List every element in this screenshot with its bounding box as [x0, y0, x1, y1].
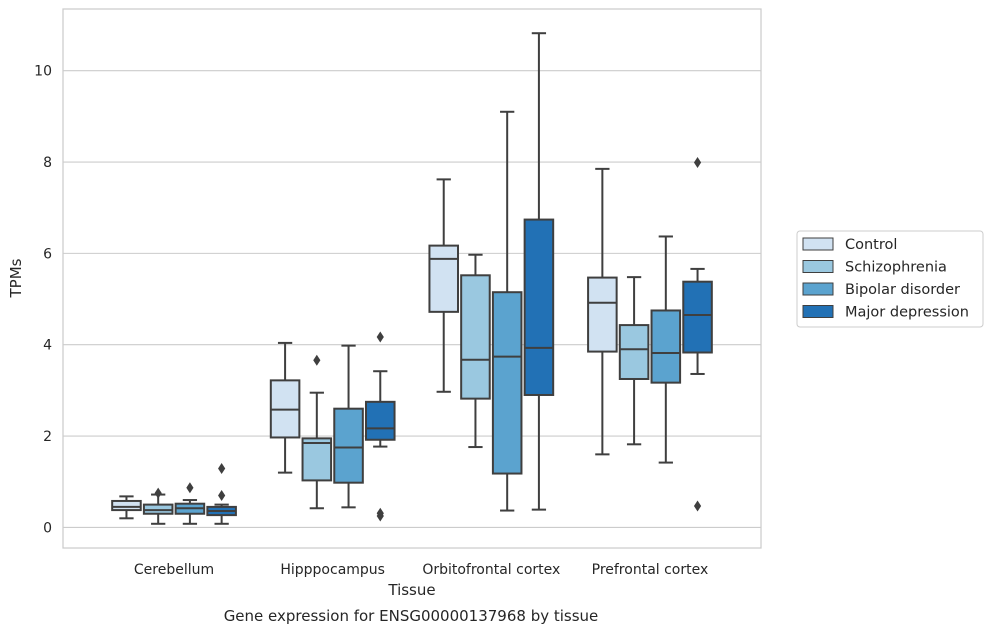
box — [333, 344, 364, 509]
outlier-point — [376, 331, 384, 343]
plot-frame — [62, 8, 762, 549]
box — [174, 482, 206, 525]
outlier-point — [186, 482, 194, 494]
y-tick-labels: 0 2 4 6 8 10 — [34, 64, 52, 537]
legend-label: Control — [845, 237, 897, 253]
legend: Control Schizophrenia Bipolar disorder Majo… — [796, 230, 984, 328]
legend-label: Bipolar disorder — [845, 282, 960, 298]
legend-label: Major depression — [845, 305, 969, 321]
series-control — [111, 167, 618, 520]
box — [587, 167, 618, 456]
outlier-point — [154, 487, 162, 499]
box-body — [428, 244, 460, 313]
series-major-depression — [206, 32, 713, 525]
y-tick-label: 4 — [43, 338, 52, 354]
box-body — [682, 280, 713, 354]
box — [491, 110, 523, 512]
box — [206, 463, 237, 525]
legend-frame — [796, 230, 984, 328]
box — [428, 178, 460, 393]
box-body — [364, 400, 396, 441]
box — [682, 156, 713, 512]
box — [460, 253, 491, 449]
legend-swatch — [802, 260, 834, 273]
chart-caption: Gene expression for ENSG00000137968 by t… — [224, 607, 599, 625]
x-tick-label: Prefrontal cortex — [592, 562, 709, 578]
box-series-group — [111, 32, 713, 525]
box-body — [301, 437, 333, 482]
box-body — [491, 291, 523, 475]
legend-swatch — [802, 305, 834, 318]
box-body — [111, 499, 142, 512]
box-body — [618, 324, 650, 380]
box-body — [650, 309, 682, 384]
box-body — [587, 276, 618, 353]
box-body — [460, 274, 491, 400]
y-axis-title: TPMs — [7, 258, 25, 298]
series-schizophrenia — [142, 253, 650, 525]
y-tick-label: 0 — [43, 520, 52, 536]
outlier-point — [313, 354, 321, 366]
x-tick-labels: Cerebellum Hipppocampus Orbitofrontal cort… — [134, 562, 708, 578]
x-tick-label: Hipppocampus — [280, 562, 385, 578]
outlier-point — [218, 463, 226, 475]
box — [111, 495, 142, 520]
box-body — [333, 407, 364, 484]
series-bipolar-disorder — [174, 110, 682, 525]
box — [301, 354, 333, 510]
y-gridlines — [63, 70, 761, 528]
y-tick-label: 6 — [43, 246, 52, 262]
box — [269, 341, 301, 474]
box — [618, 276, 650, 446]
x-axis-title: Tissue — [387, 581, 435, 599]
box — [364, 331, 396, 522]
x-tick-label: Cerebellum — [134, 562, 214, 578]
y-tick-label: 2 — [43, 429, 52, 445]
outlier-point — [376, 507, 384, 519]
box — [142, 487, 174, 525]
outlier-point — [693, 500, 702, 512]
y-tick-label: 8 — [43, 155, 52, 171]
legend-label: Schizophrenia — [845, 260, 947, 276]
x-tick-label: Orbitofrontal cortex — [422, 562, 560, 578]
legend-swatch — [802, 282, 834, 296]
y-tick-label: 10 — [34, 64, 52, 80]
box — [650, 235, 682, 464]
box-body — [523, 218, 555, 396]
outlier-point — [693, 156, 702, 168]
outlier-point — [218, 489, 226, 501]
legend-swatch — [802, 237, 834, 251]
box — [523, 32, 555, 511]
